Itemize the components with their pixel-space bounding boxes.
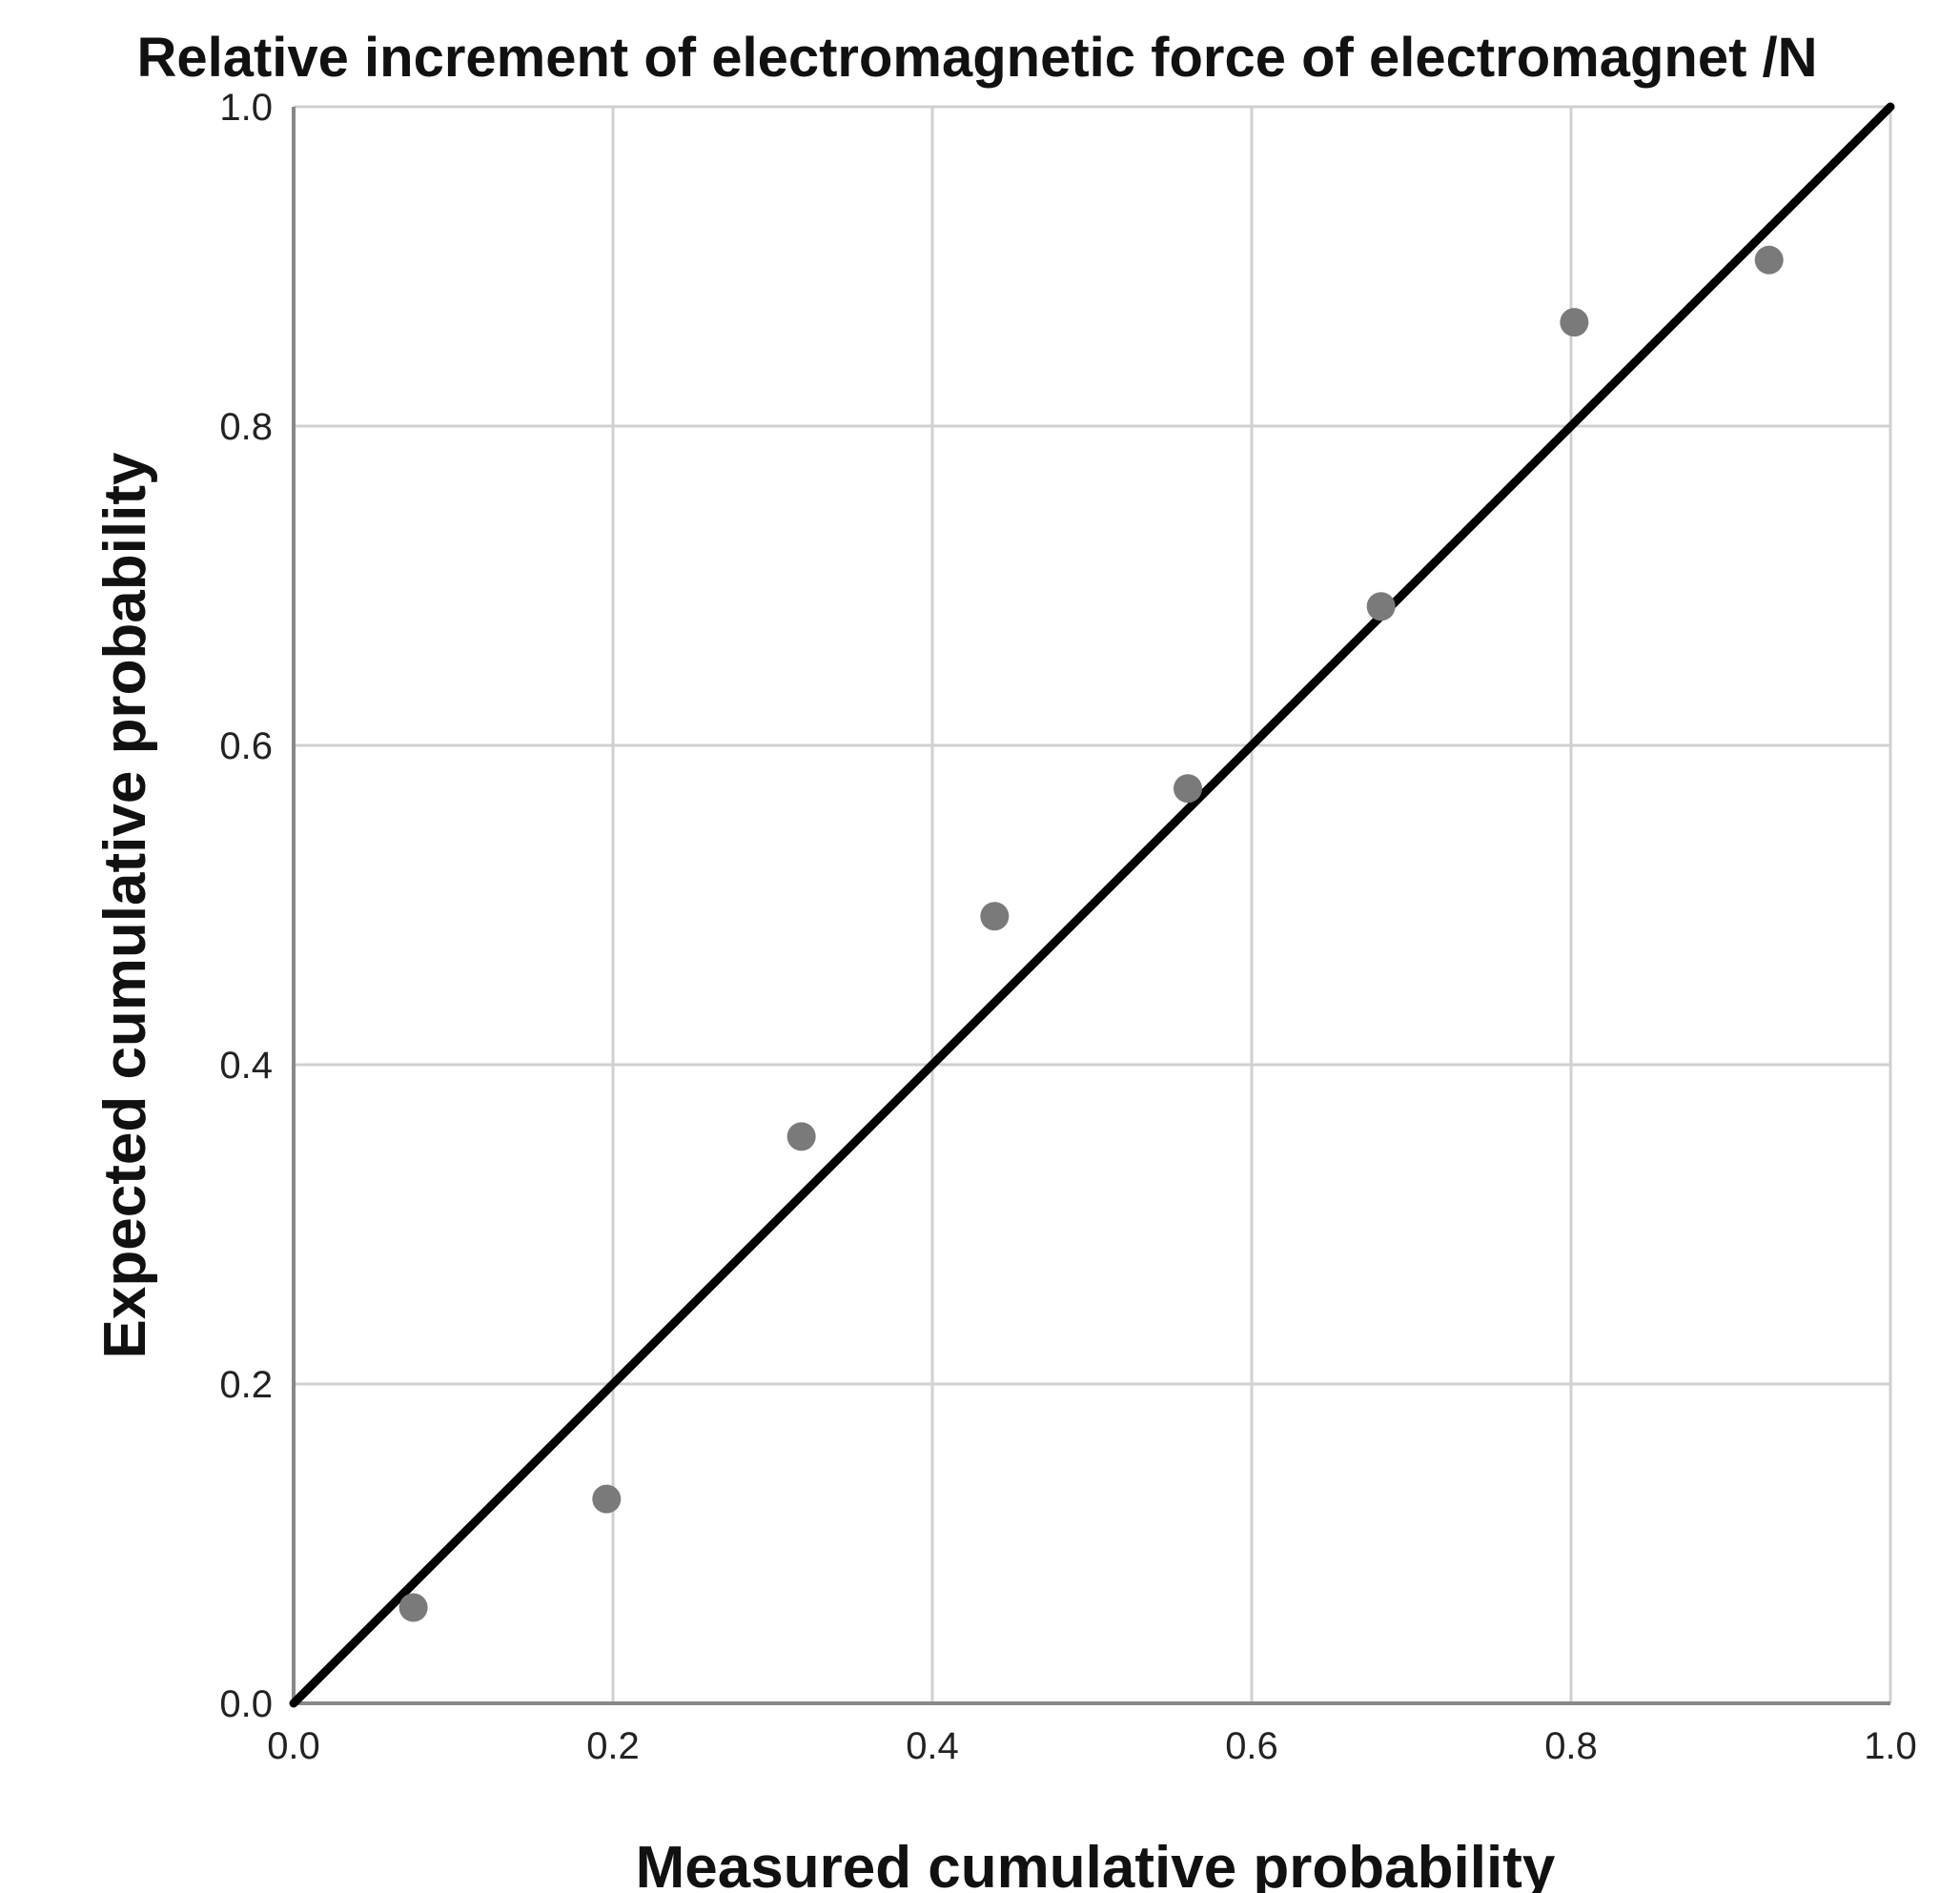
data-point (1366, 592, 1396, 621)
y-tick-label: 0.4 (219, 1045, 273, 1087)
reference-line-group (289, 102, 1895, 1708)
chart-title: Relative increment of electromagnetic fo… (136, 27, 1817, 89)
data-point (980, 902, 1010, 931)
y-tick-label: 0.2 (219, 1364, 273, 1406)
y-axis-label: Expected cumulative probability (92, 452, 158, 1358)
x-axis-label: Measured cumulative probability (636, 1835, 1556, 1893)
y-tick-label: 1.0 (219, 87, 273, 129)
x-tick-label: 0.4 (906, 1725, 959, 1767)
reference-line (289, 102, 1895, 1708)
data-point (1560, 308, 1589, 337)
y-tick-label: 0.8 (219, 406, 273, 448)
x-tick-label: 0.0 (267, 1725, 320, 1767)
data-point (786, 1122, 816, 1151)
axes (292, 107, 1890, 1705)
y-tick-label: 0.0 (219, 1683, 273, 1725)
x-tick-label: 1.0 (1864, 1725, 1917, 1767)
data-point (1754, 245, 1784, 275)
data-point (592, 1484, 622, 1514)
grid (294, 105, 1892, 1703)
data-point (1174, 774, 1202, 804)
y-tick-label: 0.6 (219, 725, 273, 767)
x-tick-label: 0.6 (1225, 1725, 1278, 1767)
x-tick-label: 0.8 (1544, 1725, 1598, 1767)
data-point (398, 1593, 428, 1622)
tick-labels: 0.0 0.2 0.4 0.6 0.8 1.0 0.0 0.2 0.4 0.6 0.8 1.0 (219, 87, 1916, 1767)
data-points (398, 245, 1784, 1622)
x-tick-label: 0.2 (586, 1725, 640, 1767)
